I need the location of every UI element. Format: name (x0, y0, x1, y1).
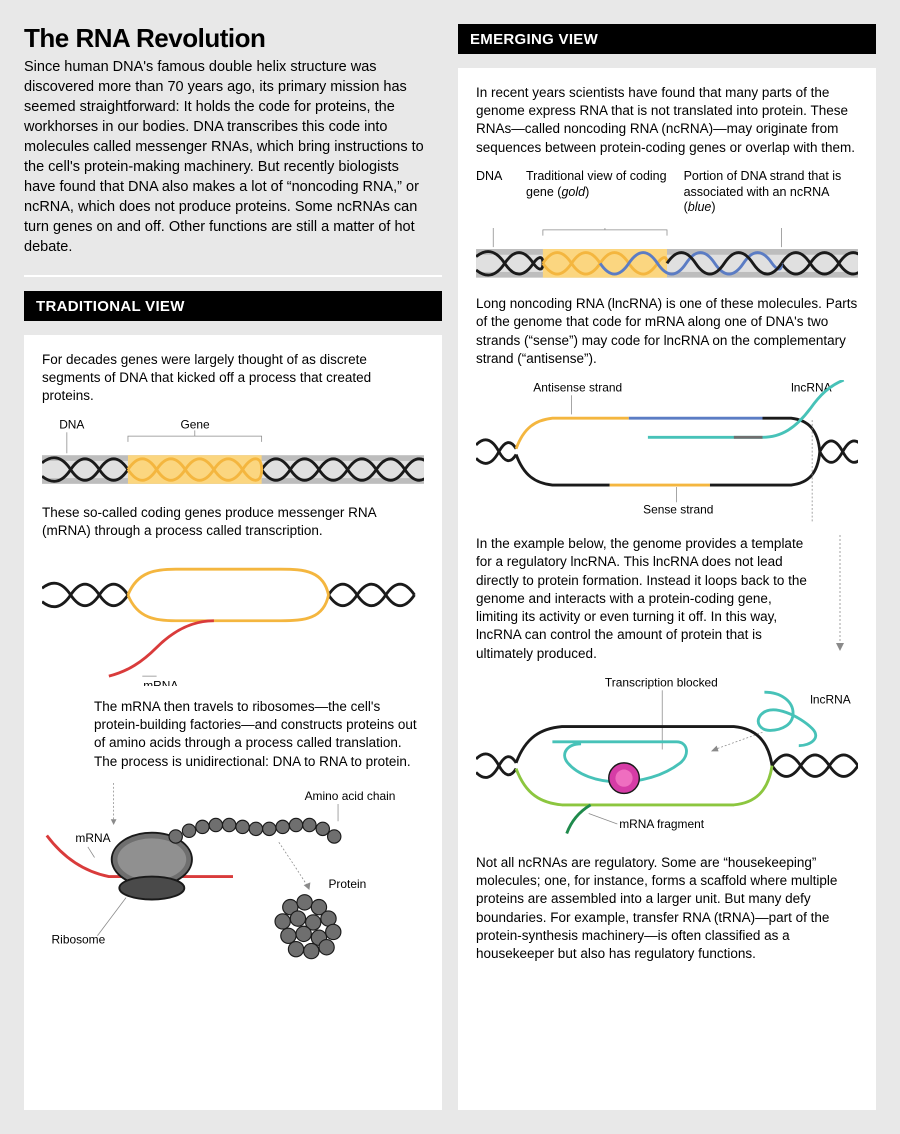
emerg-dna-diagram (476, 228, 858, 283)
intro-text: Since human DNA's famous double helix st… (24, 57, 434, 257)
emerg-strands-diagram: Antisense strand lncRNA (476, 380, 858, 523)
sense-label: Sense strand (643, 503, 713, 517)
trad-p1: For decades genes were largely thought o… (42, 351, 424, 406)
antisense-label: Antisense strand (533, 380, 622, 394)
protein-label: Protein (328, 877, 366, 891)
amino-label: Amino acid chain (305, 789, 396, 803)
nc-portion-label: Portion of DNA strand that is associated… (684, 169, 858, 216)
mrna-label-2: mRNA (75, 831, 110, 845)
trad-bubble-diagram: mRNA (42, 552, 424, 686)
ribosome-label: Ribosome (52, 932, 106, 946)
emerg-blocked-diagram: Transcription blocked lncRNA (476, 675, 858, 842)
frag-label: mRNA fragment (619, 817, 704, 831)
trad-dna-diagram: DNA Gene (42, 417, 424, 491)
trad-gene-label: Traditional view of coding gene (gold) (526, 169, 674, 216)
trad-p2: These so-called coding genes produce mes… (42, 504, 424, 540)
traditional-panel: For decades genes were largely thought o… (24, 335, 442, 1110)
page-title: The RNA Revolution (24, 24, 442, 53)
right-column: EMERGING VIEW In recent years scientists… (458, 24, 876, 1110)
emerg-p2: Long noncoding RNA (lncRNA) is one of th… (476, 295, 858, 368)
traditional-header: TRADITIONAL VIEW (24, 291, 442, 321)
trad-p3: The mRNA then travels to ribosomes—the c… (94, 698, 424, 771)
emerging-header: EMERGING VIEW (458, 24, 876, 54)
emerg-p1: In recent years scientists have found th… (476, 84, 858, 157)
headline-block: The RNA Revolution Since human DNA's fam… (24, 24, 442, 257)
mrna-label: mRNA (143, 679, 178, 686)
blocked-label: Transcription blocked (605, 675, 718, 689)
dna-label: DNA (59, 418, 84, 432)
page: The RNA Revolution Since human DNA's fam… (0, 0, 900, 1134)
gene-label: Gene (180, 418, 210, 432)
arrow-down-icon (822, 535, 858, 655)
left-column: The RNA Revolution Since human DNA's fam… (24, 24, 442, 1110)
trad-ribosome-diagram: Amino acid chain mRNA Ribosome (42, 783, 424, 964)
emerging-panel: In recent years scientists have found th… (458, 68, 876, 1110)
dna-label-r: DNA (476, 169, 516, 216)
emerg-p4: Not all ncRNAs are regulatory. Some are … (476, 854, 858, 963)
emerg-p3: In the example below, the genome provide… (476, 535, 812, 663)
lnc-label-2: lncRNA (810, 692, 850, 706)
divider (24, 275, 442, 277)
